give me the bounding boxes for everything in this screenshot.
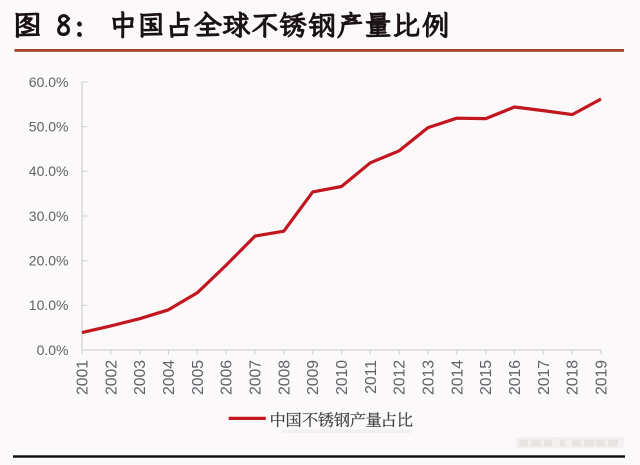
svg-text:2005: 2005 bbox=[190, 360, 207, 395]
svg-text:2009: 2009 bbox=[305, 360, 322, 395]
svg-text:2017: 2017 bbox=[536, 360, 553, 395]
svg-text:30.0%: 30.0% bbox=[29, 208, 69, 224]
svg-text:2003: 2003 bbox=[132, 360, 149, 395]
svg-text:20.0%: 20.0% bbox=[29, 253, 69, 269]
svg-text:2018: 2018 bbox=[565, 360, 582, 395]
svg-text:2001: 2001 bbox=[75, 360, 92, 395]
svg-text:2011: 2011 bbox=[363, 360, 380, 394]
svg-text:10.0%: 10.0% bbox=[29, 297, 69, 313]
svg-text:2004: 2004 bbox=[161, 360, 178, 395]
svg-text:2019: 2019 bbox=[594, 360, 611, 395]
svg-text:2008: 2008 bbox=[276, 360, 293, 395]
svg-text:2002: 2002 bbox=[103, 360, 120, 395]
svg-text:2010: 2010 bbox=[334, 360, 351, 395]
svg-text:0.0%: 0.0% bbox=[37, 342, 69, 358]
svg-text:2012: 2012 bbox=[392, 360, 409, 395]
svg-text:40.0%: 40.0% bbox=[29, 163, 69, 179]
svg-text:50.0%: 50.0% bbox=[29, 119, 69, 135]
svg-text:2007: 2007 bbox=[248, 360, 265, 395]
svg-text:2015: 2015 bbox=[478, 360, 495, 395]
svg-text:60.0%: 60.0% bbox=[29, 74, 69, 90]
svg-text:2013: 2013 bbox=[421, 360, 438, 395]
svg-text:2006: 2006 bbox=[219, 360, 236, 395]
svg-text:2014: 2014 bbox=[449, 360, 466, 395]
svg-text:2016: 2016 bbox=[507, 360, 524, 395]
